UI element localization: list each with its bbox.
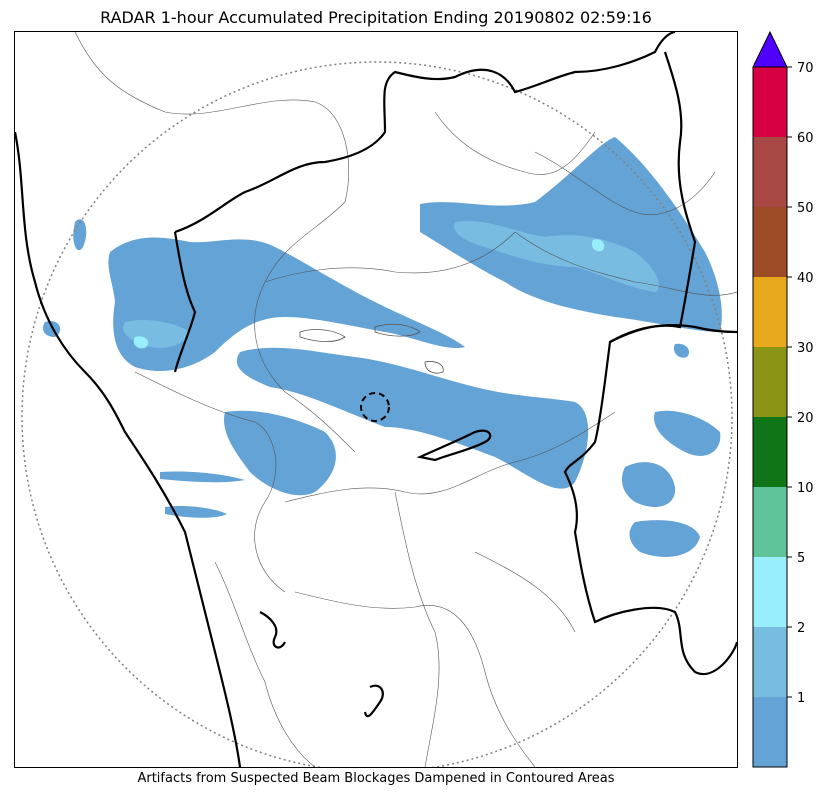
state-boundary-west	[173, 231, 197, 373]
district-boundary-4	[134, 371, 286, 593]
district-boundary-12	[474, 551, 576, 633]
enclave-boundary	[416, 429, 492, 462]
colorbar-tick-label-9: 70	[797, 61, 814, 76]
colorbar-bin-4	[753, 417, 787, 487]
district-boundary-7	[214, 561, 316, 767]
chart-title: RADAR 1-hour Accumulated Precipitation E…	[100, 8, 652, 27]
footer-note: Artifacts from Suspected Beam Blockages …	[137, 771, 615, 786]
colorbar-extend-arrow	[752, 30, 788, 68]
island-boundary-2	[363, 684, 384, 718]
colorbar-bin-2	[753, 557, 787, 627]
precip-moderate-cell-w	[133, 336, 149, 349]
state-boundary-east	[563, 51, 737, 676]
radar-map	[14, 31, 738, 768]
colorbar-bin-6	[753, 277, 787, 347]
district-boundary-3	[264, 231, 516, 283]
colorbar-bin-8	[753, 137, 787, 207]
colorbar-tick-label-5: 30	[797, 341, 814, 356]
precip-central-band	[236, 347, 589, 489]
colorbar-bin-1	[753, 627, 787, 697]
beam-blockage-patch-1	[299, 329, 346, 342]
precipitation-moderate-layer	[133, 239, 605, 349]
state-boundary-east-top	[609, 324, 737, 343]
colorbar: 1 2 5 10 20 30 40 50 60 70	[752, 0, 825, 797]
district-boundary-2	[254, 201, 356, 453]
beam-blockage-patch-2	[374, 323, 421, 337]
colorbar-bin-3	[753, 487, 787, 557]
district-boundary-5	[284, 411, 616, 503]
district-boundary-8	[514, 231, 737, 296]
island-boundary-1	[259, 611, 286, 649]
district-boundary-11	[434, 111, 596, 175]
colorbar-bin-0	[753, 697, 787, 767]
colorbar-tick-label-7: 50	[797, 201, 814, 216]
precip-west-coast	[43, 219, 87, 337]
colorbar-bin-5	[753, 347, 787, 417]
state-boundary-north	[174, 32, 676, 234]
precip-northwest-band	[108, 237, 466, 372]
district-boundary-10	[534, 151, 716, 215]
colorbar-tick-label-1: 2	[797, 621, 805, 636]
colorbar-svg: 1 2 5 10 20 30 40 50 60 70	[752, 30, 814, 768]
colorbar-tick-label-0: 1	[797, 691, 805, 706]
colorbar-bin-7	[753, 207, 787, 277]
colorbar-tick-label-2: 5	[797, 551, 805, 566]
district-boundary-9	[394, 491, 440, 767]
colorbar-tick-label-4: 20	[797, 411, 814, 426]
coastline-west	[15, 131, 242, 767]
precip-moderate-cell-ne	[591, 239, 605, 252]
colorbar-bin-9	[753, 67, 787, 137]
precip-south-streak	[160, 471, 245, 518]
precip-east-cells	[622, 343, 721, 557]
district-boundary-6	[294, 591, 536, 767]
state-boundaries	[15, 32, 737, 767]
colorbar-tick-label-6: 40	[797, 271, 814, 286]
beam-blockage-patch-3	[424, 361, 444, 374]
colorbar-tick-label-3: 10	[797, 481, 814, 496]
beam-blockage-speckles	[299, 323, 444, 374]
colorbar-tick-label-8: 60	[797, 131, 814, 146]
beam-blockage-contour	[360, 392, 390, 422]
map-canvas	[15, 32, 737, 767]
district-boundary-1	[74, 32, 350, 203]
precip-south-central	[224, 410, 336, 496]
radar-range-ring	[21, 61, 733, 767]
